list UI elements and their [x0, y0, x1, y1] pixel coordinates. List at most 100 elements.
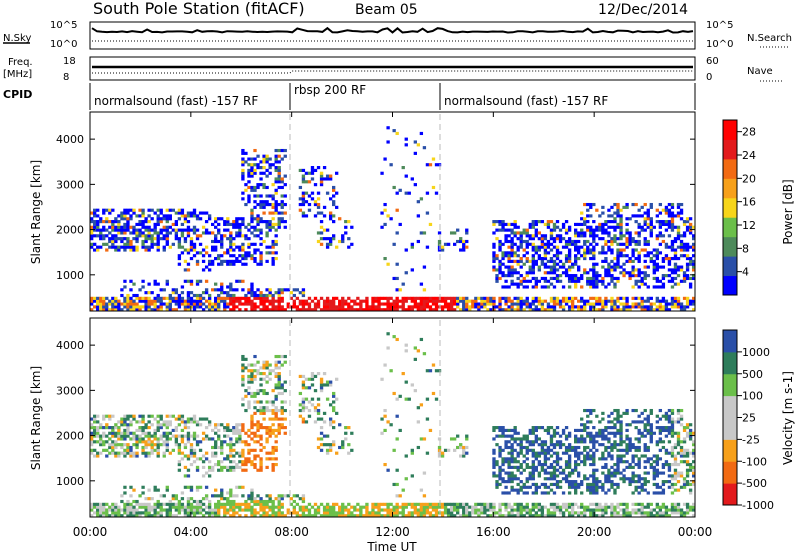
heatmap-cell	[183, 299, 188, 303]
heatmap-cell	[483, 505, 487, 509]
heatmap-cell	[135, 222, 139, 227]
heatmap-cell	[498, 445, 502, 450]
heatmap-cell	[522, 299, 526, 303]
heatmap-cell	[96, 451, 100, 455]
heatmap-cell	[223, 457, 227, 461]
heatmap-cell	[277, 505, 281, 509]
heatmap-cell	[465, 305, 469, 309]
heatmap-cell	[156, 217, 160, 221]
heatmap-cell	[589, 485, 593, 489]
heatmap-cell	[567, 502, 572, 506]
heatmap-cell	[247, 302, 251, 306]
heatmap-cell	[150, 505, 154, 509]
heatmap-cell	[235, 505, 239, 509]
heatmap-cell	[471, 305, 475, 309]
heatmap-cell	[347, 426, 351, 430]
heatmap-cell	[483, 305, 487, 309]
heatmap-cell	[105, 308, 109, 312]
heatmap-cell	[552, 465, 557, 469]
heatmap-cell	[634, 242, 638, 246]
heatmap-cell	[353, 505, 357, 509]
heatmap-cell	[534, 440, 538, 444]
heatmap-cell	[301, 386, 306, 390]
heatmap-cell	[682, 245, 687, 249]
heatmap-cell	[389, 305, 393, 309]
heatmap-cell	[531, 505, 535, 509]
heatmap-cell	[259, 299, 263, 303]
heatmap-cell	[567, 299, 572, 303]
heatmap-cell	[640, 305, 644, 309]
heatmap-cell	[344, 231, 348, 235]
heatmap-cell	[177, 448, 182, 452]
heatmap-cell	[510, 511, 514, 515]
heatmap-cell	[574, 242, 578, 246]
heatmap-cell	[540, 256, 545, 261]
heatmap-cell	[307, 502, 312, 506]
heatmap-cell	[525, 480, 529, 484]
heatmap-cell	[688, 228, 693, 232]
heatmap-cell	[688, 222, 693, 227]
heatmap-cell	[549, 308, 554, 312]
heatmap-cell	[289, 291, 293, 295]
heatmap-cell	[625, 242, 629, 246]
heatmap-cell	[589, 225, 593, 229]
heatmap-cell	[204, 497, 209, 501]
heatmap-cell	[256, 183, 260, 187]
heatmap-cell	[667, 234, 672, 238]
heatmap-cell	[274, 168, 278, 172]
heatmap-cell	[640, 511, 644, 515]
heatmap-cell	[386, 302, 390, 306]
heatmap-cell	[192, 499, 197, 504]
heatmap-cell	[540, 305, 545, 309]
heatmap-cell	[616, 420, 620, 424]
heatmap-cell	[335, 305, 339, 309]
heatmap-cell	[102, 308, 106, 312]
heatmap-cell	[226, 228, 230, 232]
heatmap-cell	[531, 482, 535, 487]
heatmap-cell	[183, 426, 188, 430]
heatmap-cell	[189, 417, 194, 421]
heatmap-cell	[691, 274, 696, 278]
heatmap-cell	[211, 508, 215, 512]
heatmap-cell	[159, 302, 163, 306]
heatmap-cell	[558, 265, 563, 269]
heatmap-cell	[186, 434, 191, 438]
heatmap-cell	[241, 262, 245, 266]
heatmap-cell	[610, 225, 614, 229]
heatmap-cell	[168, 423, 172, 427]
heatmap-cell	[117, 225, 121, 229]
heatmap-cell	[574, 448, 578, 452]
heatmap-cell	[555, 276, 560, 281]
heatmap-cell	[129, 217, 133, 221]
heatmap-cell	[147, 214, 151, 218]
heatmap-cell	[519, 451, 523, 455]
heatmap-cell	[147, 225, 151, 229]
heatmap-cell	[613, 417, 617, 421]
heatmap-cell	[177, 505, 182, 509]
heatmap-cell	[546, 448, 551, 452]
heatmap-cell	[220, 296, 224, 300]
heatmap-cell	[126, 239, 130, 244]
heatmap-cell	[207, 502, 212, 506]
heatmap-cell	[277, 380, 281, 384]
heatmap-cell	[283, 494, 287, 498]
heatmap-cell	[226, 508, 230, 512]
heatmap-cell	[664, 305, 669, 309]
heatmap-cell	[304, 180, 309, 184]
heatmap-cell	[489, 299, 493, 303]
heatmap-cell	[141, 491, 145, 495]
heatmap-cell	[150, 423, 154, 427]
heatmap-cell	[667, 302, 672, 306]
heatmap-cell	[685, 274, 690, 278]
heatmap-cell	[392, 482, 396, 487]
heatmap-cell	[325, 380, 330, 384]
heatmap-cell	[238, 254, 242, 258]
heatmap-cell	[604, 268, 608, 272]
heatmap-cell	[301, 177, 306, 181]
heatmap-cell	[459, 308, 463, 312]
heatmap-cell	[589, 205, 593, 209]
heatmap-cell	[601, 508, 605, 512]
heatmap-cell	[307, 511, 312, 515]
heatmap-cell	[286, 494, 290, 498]
heatmap-cell	[519, 234, 523, 238]
